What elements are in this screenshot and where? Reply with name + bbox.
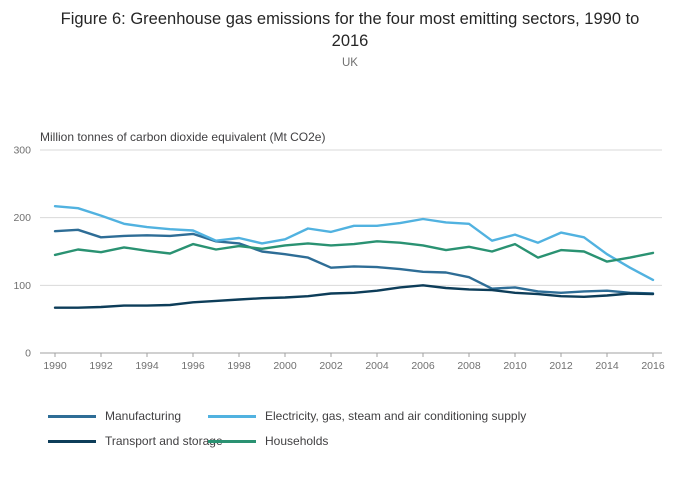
- x-tick-label: 1998: [227, 360, 251, 372]
- series-line-households: [53, 240, 655, 263]
- legend-item: Transport and storage: [48, 433, 223, 449]
- legend-label: Households: [265, 434, 329, 448]
- legend-label: Electricity, gas, steam and air conditio…: [265, 409, 527, 423]
- x-tick-label: 2008: [457, 360, 481, 372]
- legend-swatch: [208, 439, 256, 443]
- x-tick-label: 2014: [595, 360, 619, 372]
- x-tick-label: 1994: [135, 360, 159, 372]
- legend-swatch: [208, 414, 256, 418]
- y-axis-unit-label: Million tonnes of carbon dioxide equival…: [40, 130, 326, 144]
- legend-item: Electricity, gas, steam and air conditio…: [208, 408, 526, 424]
- x-tick-label: 2016: [641, 360, 665, 372]
- x-tick-label: 2000: [273, 360, 297, 372]
- chart-title: Figure 6: Greenhouse gas emissions for t…: [60, 10, 640, 51]
- legend-swatch: [48, 414, 96, 418]
- legend-item: Households: [208, 433, 526, 449]
- y-tick-label: 0: [25, 348, 31, 360]
- y-tick-label: 200: [13, 212, 31, 224]
- legend-swatch: [48, 439, 96, 443]
- legend-item: Manufacturing: [48, 408, 208, 424]
- series-line-manufacturing: [53, 228, 655, 295]
- chart-subtitle: UK: [342, 57, 358, 69]
- x-tick-label: 2002: [319, 360, 343, 372]
- x-tick-label: 2004: [365, 360, 389, 372]
- series-line-transport-and-storage: [53, 284, 655, 309]
- legend-label: Transport and storage: [105, 434, 223, 448]
- x-tick-label: 1992: [89, 360, 113, 372]
- x-tick-label: 2006: [411, 360, 435, 372]
- y-tick-label: 300: [13, 145, 31, 157]
- x-tick-label: 1990: [43, 360, 67, 372]
- x-tick-label: 1996: [181, 360, 205, 372]
- legend-label: Manufacturing: [105, 409, 182, 423]
- x-tick-label: 2012: [549, 360, 573, 372]
- series-line-electricity-gas-steam-and-air-conditioning-supply: [53, 204, 655, 282]
- y-tick-label: 100: [13, 280, 31, 292]
- legend: Manufacturing Electricity, gas, steam an…: [48, 408, 526, 449]
- x-tick-label: 2010: [503, 360, 527, 372]
